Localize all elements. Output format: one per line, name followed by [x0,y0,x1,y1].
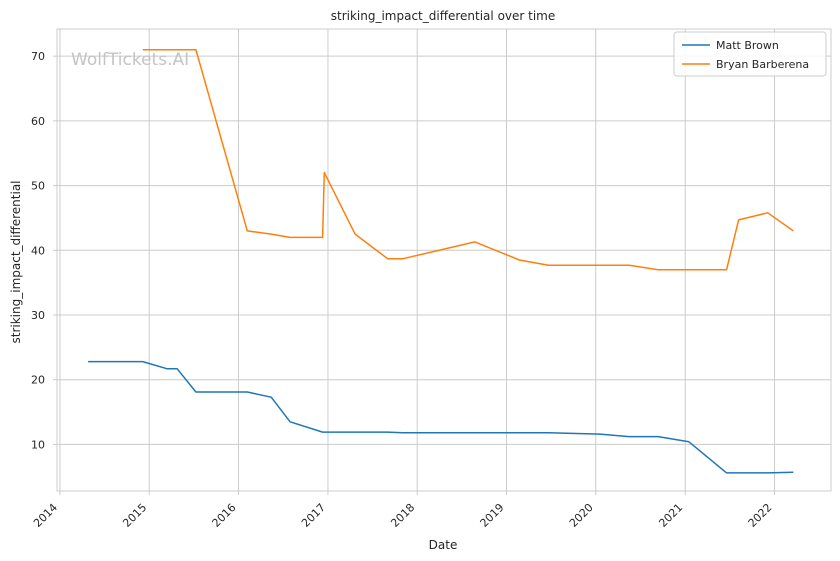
legend: Matt Brown Bryan Barberena [673,31,827,77]
series-lines [88,48,794,474]
x-axis-title: Date [429,538,458,552]
x-tick-label: 2015 [120,501,149,530]
x-tick-label: 2016 [210,501,239,530]
series-line-matt-brown [88,360,794,474]
y-tick-label: 10 [31,438,45,451]
legend-label-bryan-barberena: Bryan Barberena [716,58,809,71]
y-axis-title: striking_impact_differential [9,180,23,343]
y-tick-label: 20 [31,374,45,387]
chart-title: striking_impact_differential over time [331,9,556,23]
legend-box [673,31,827,77]
y-tick-label: 30 [31,309,45,322]
legend-label-matt-brown: Matt Brown [716,39,779,52]
x-tick-label: 2021 [656,501,685,530]
x-axis-ticks: 2014 2015 2016 2017 2018 2019 2020 2021 2022 [31,491,776,530]
plot-frame [56,28,832,492]
x-tick-label: 2022 [746,501,775,530]
x-tick-label: 2019 [478,501,507,530]
x-tick-label: 2020 [567,501,596,530]
y-axis-ticks: 10 20 30 40 50 60 70 [31,50,57,451]
watermark-text: WolfTickets.AI [71,50,189,70]
y-tick-label: 60 [31,115,45,128]
plot-area: WolfTickets.AI [56,28,832,492]
y-tick-label: 50 [31,180,45,193]
y-tick-label: 40 [31,244,45,257]
x-tick-label: 2018 [388,501,417,530]
x-tick-label: 2014 [31,501,60,530]
x-tick-label: 2017 [299,501,328,530]
y-tick-label: 70 [31,50,45,63]
series-line-bryan-barberena [142,48,794,271]
